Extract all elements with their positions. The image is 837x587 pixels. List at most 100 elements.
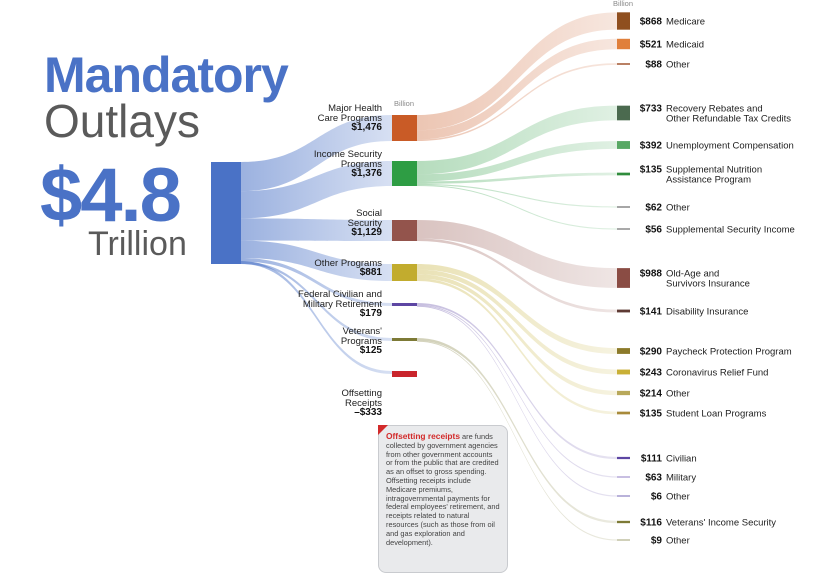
category-label-federal: Federal Civilian and [298,289,382,300]
category-label-social: Security [348,218,383,229]
item-node-4 [617,141,630,149]
item-label-6: Other [666,203,690,214]
flow-other-item-11 [417,269,617,375]
item-node-16 [617,495,630,497]
item-node-3 [617,105,630,121]
category-value-health: $1,476 [351,122,382,133]
total-unit: Trillion [88,225,187,263]
flow-total-health [241,115,392,192]
category-label-health: Care Programs [318,113,383,124]
item-node-7 [617,228,630,230]
total-amount: $4.8 [40,153,182,238]
flow-total-federal [241,257,392,306]
flow-social-item-9 [417,238,617,313]
category-label-other: Other Programs [314,258,382,269]
item-label-8: Old-Age and [666,269,719,280]
flow-income-item-5 [417,172,617,184]
item-label-11: Coronavirus Relief Fund [666,368,768,379]
item-node-5 [617,172,630,176]
category-label-veterans: Programs [341,336,382,347]
item-value-12: $214 [640,389,663,400]
category-value-income: $1,376 [351,168,382,179]
item-nodes [617,12,630,541]
node-health [392,115,417,141]
item-node-14 [617,456,630,460]
flow-total-other [241,240,392,281]
flow-income-item-7 [417,185,617,230]
item-node-11 [617,369,630,375]
category-label-social: Social [356,208,382,219]
item-node-13 [617,411,630,415]
item-value-2: $88 [645,60,662,71]
item-value-16: $6 [651,492,663,503]
item-value-7: $56 [645,225,662,236]
flow-income-item-6 [417,183,617,208]
note-corner-flag [378,425,388,435]
item-value-4: $392 [640,141,663,152]
note-heading: Offsetting receipts [386,431,460,441]
flow-income-item-4 [417,141,617,182]
item-label-8: Survivors Insurance [666,279,750,290]
node-income [392,161,417,186]
item-label-3: Other Refundable Tax Credits [666,114,791,125]
node-other [392,264,417,281]
category-value-federal: $179 [360,308,383,319]
total-bar [211,162,241,264]
item-node-2 [617,63,630,65]
flow-social-item-8 [417,220,617,288]
flow-total-offsetting [241,261,392,374]
item-label-18: Other [666,536,690,547]
item-label-16: Other [666,492,690,503]
right-unit-label: Billion [613,0,633,8]
flow-other-item-13 [417,278,617,415]
item-label-14: Civilian [666,454,697,465]
mid-unit-label: Billion [394,99,414,108]
flow-other-item-10 [417,264,617,354]
item-value-3: $733 [640,104,663,115]
item-value-15: $63 [645,473,662,484]
title-mandatory: Mandatory [44,47,289,103]
title-outlays: Outlays [44,95,200,147]
category-value-social: $1,129 [351,227,382,238]
node-veterans [392,338,417,341]
flow-federal-item-14 [417,303,617,460]
category-label-income: Income Security [314,149,382,160]
item-label-7: Supplemental Security Income [666,225,795,236]
flow-health-item-1 [417,38,617,140]
item-label-1: Medicaid [666,40,704,51]
category-label-offsetting: Receipts [345,398,382,409]
item-node-10 [617,348,630,354]
item-node-6 [617,206,630,208]
item-label-17: Veterans' Income Security [666,518,776,529]
flows-total-to-categories [241,115,392,374]
category-value-veterans: $125 [360,345,383,356]
item-label-5: Supplemental Nutrition [666,165,762,176]
note-text: are funds collected by government agenci… [386,432,500,547]
item-value-9: $141 [640,307,663,318]
item-label-4: Unemployment Compensation [666,141,794,152]
item-node-18 [617,539,630,541]
category-label-veterans: Veterans' [343,326,382,337]
item-value-6: $62 [645,203,662,214]
flow-federal-item-15 [417,304,617,478]
category-label-income: Programs [341,159,382,170]
flow-health-item-0 [417,12,617,131]
item-value-14: $111 [641,454,663,465]
item-label-9: Disability Insurance [666,307,748,318]
category-value-other: $881 [360,267,383,278]
offsetting-receipts-note: Offsetting receipts are funds collected … [378,425,508,573]
flow-total-social [241,218,392,241]
item-value-8: $988 [640,269,663,280]
flow-health-item-2 [417,63,617,142]
item-node-0 [617,12,630,30]
item-value-0: $868 [640,17,663,28]
flow-federal-item-16 [417,305,617,497]
item-value-10: $290 [640,347,663,358]
item-value-17: $116 [640,518,662,529]
node-federal [392,303,417,306]
item-label-13: Student Loan Programs [666,409,767,420]
flow-other-item-12 [417,274,617,396]
category-label-federal: Military Retirement [303,299,383,310]
flow-total-veterans [241,261,392,341]
